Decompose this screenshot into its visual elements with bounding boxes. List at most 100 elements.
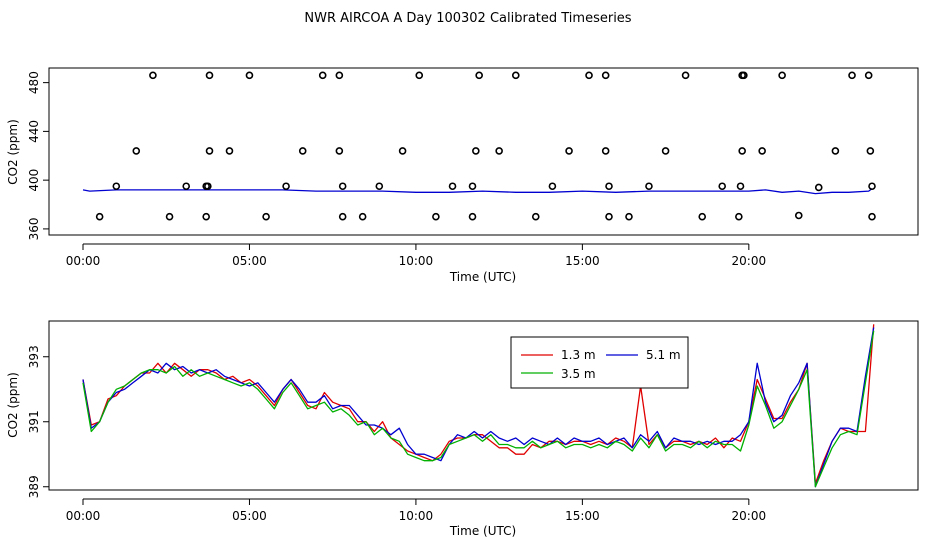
- data-point: [511, 71, 520, 80]
- plot-frame-bottom: [48, 320, 919, 491]
- data-point: [202, 212, 210, 221]
- y-tick-label: 360: [27, 217, 41, 240]
- data-point: [831, 147, 840, 155]
- data-point: [318, 71, 327, 80]
- data-point: [398, 147, 407, 155]
- legend: 1.3 m 5.1 m 3.5 m: [510, 336, 689, 389]
- x-axis-bottom: 00:00 05:00 10:00 15:00 20:00: [66, 498, 767, 523]
- data-point: [645, 182, 653, 191]
- data-point: [794, 211, 803, 220]
- panel-bottom: Time (UTC) CO2 (ppm) 00:00 05:00 10:00 15:0…: [6, 320, 919, 538]
- data-point: [205, 147, 214, 155]
- data-point: [531, 212, 540, 221]
- x-tick-label: 20:00: [732, 254, 767, 268]
- data-point: [204, 182, 212, 191]
- data-point: [112, 182, 121, 191]
- x-tick-label: 10:00: [399, 509, 434, 523]
- data-point: [740, 71, 748, 80]
- x-tick-label: 05:00: [232, 509, 267, 523]
- data-point: [601, 147, 610, 155]
- legend-box: [510, 336, 689, 389]
- y-axis-top: 360 400 440 480: [27, 71, 50, 240]
- legend-label-3: 3.5 m: [561, 367, 596, 381]
- x-tick-label: 00:00: [66, 254, 101, 268]
- x-tick-label: 20:00: [732, 509, 767, 523]
- data-point: [132, 147, 141, 155]
- data-point: [298, 147, 307, 155]
- data-point: [605, 212, 613, 221]
- y-tick-label: 400: [27, 169, 41, 192]
- data-point: [182, 182, 191, 191]
- x-tick-label: 15:00: [565, 509, 600, 523]
- data-point: [95, 212, 104, 221]
- data-point: [866, 147, 875, 155]
- data-point: [868, 212, 876, 221]
- y-axis-bottom: 389 391 393: [27, 345, 50, 498]
- data-point: [375, 182, 384, 191]
- panel-top: Time (UTC) CO2 (ppm) 00:00 05:00 10:00 15:0…: [6, 67, 919, 284]
- series-line-bottom-3_5-m: [82, 330, 875, 488]
- data-point: [738, 147, 746, 155]
- series-line-bottom-1_3-m: [82, 324, 875, 485]
- data-point: [758, 147, 766, 155]
- data-point: [468, 212, 477, 221]
- data-point: [585, 71, 593, 80]
- data-point: [778, 71, 786, 80]
- xlabel-bottom: Time (UTC): [449, 524, 516, 538]
- data-point: [848, 71, 856, 80]
- y-tick-label: 393: [27, 345, 41, 368]
- data-point: [282, 182, 290, 191]
- x-tick-label: 15:00: [565, 254, 600, 268]
- x-axis-top: 00:00 05:00 10:00 15:00 20:00: [66, 243, 767, 268]
- x-tick-label: 10:00: [399, 254, 434, 268]
- data-point: [698, 212, 707, 221]
- y-tick-label: 389: [27, 475, 41, 498]
- data-point: [225, 147, 234, 155]
- data-point: [681, 71, 690, 80]
- ylabel-top: CO2 (ppm): [6, 119, 20, 185]
- data-point: [165, 212, 174, 221]
- data-point: [472, 147, 480, 155]
- data-point: [601, 71, 610, 80]
- data-point: [625, 212, 633, 221]
- data-point: [468, 182, 477, 191]
- data-point: [475, 71, 483, 80]
- data-point: [735, 212, 743, 221]
- y-tick-label: 440: [27, 120, 41, 143]
- data-point: [605, 182, 613, 191]
- data-point: [338, 212, 347, 221]
- chart-title: NWR AIRCOA A Day 100302 Calibrated Times…: [304, 11, 631, 26]
- data-point: [415, 71, 424, 80]
- y-tick-label: 391: [27, 410, 41, 433]
- data-point: [335, 71, 344, 80]
- ylabel-bottom: CO2 (ppm): [6, 372, 20, 438]
- data-point: [432, 212, 440, 221]
- data-point: [495, 147, 503, 155]
- series-points-top: [95, 71, 876, 221]
- data-point: [736, 182, 745, 191]
- data-point: [245, 71, 254, 80]
- data-point: [814, 183, 823, 192]
- data-point: [335, 147, 344, 155]
- plot-frame-top: [48, 67, 919, 236]
- x-tick-label: 00:00: [66, 509, 101, 523]
- legend-label-2: 5.1 m: [646, 348, 681, 362]
- series-line-bottom-5_1-m: [82, 327, 875, 488]
- x-tick-label: 05:00: [232, 254, 267, 268]
- legend-label-1: 1.3 m: [561, 348, 596, 362]
- series-line-top-blue: [82, 188, 873, 195]
- data-point: [205, 71, 214, 80]
- data-point: [868, 182, 876, 191]
- y-tick-label: 480: [27, 71, 41, 94]
- data-point: [358, 212, 367, 221]
- data-point: [338, 182, 347, 191]
- data-point: [864, 71, 873, 80]
- data-point: [548, 182, 557, 191]
- data-point: [661, 147, 670, 155]
- data-point: [718, 182, 727, 191]
- xlabel-top: Time (UTC): [449, 270, 516, 284]
- data-point: [149, 71, 157, 80]
- data-point: [565, 147, 573, 155]
- data-point: [262, 212, 270, 221]
